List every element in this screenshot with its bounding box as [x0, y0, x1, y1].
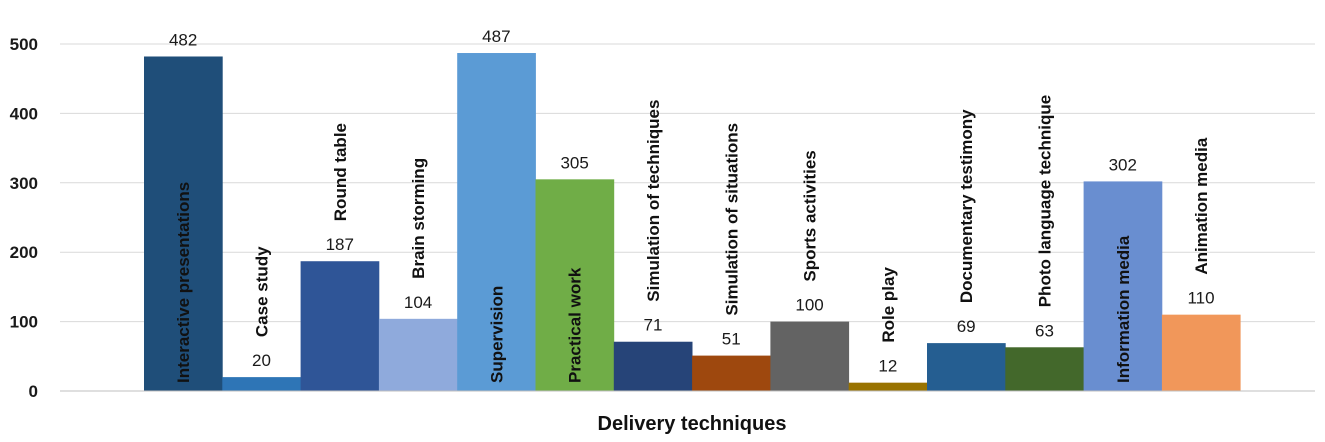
value-label: 12 — [878, 357, 897, 376]
bar — [457, 53, 536, 391]
category-label: Documentary testimony — [957, 109, 976, 303]
category-label: Supervision — [487, 286, 506, 383]
category-labels: Interactive presentations Case study Round… — [174, 95, 1211, 383]
category-label: Simulation of situations — [722, 123, 741, 316]
category-label: Role play — [879, 267, 898, 343]
bar — [848, 382, 928, 391]
y-tick-label: 100 — [10, 313, 38, 332]
category-label: Round table — [331, 123, 350, 221]
value-label: 187 — [326, 235, 354, 254]
bar — [1083, 181, 1163, 391]
category-label: Practical work — [566, 267, 585, 383]
y-tick-label: 300 — [10, 174, 38, 193]
value-label: 305 — [560, 153, 588, 172]
value-label: 487 — [482, 27, 510, 46]
bar — [770, 321, 850, 391]
x-axis-title: Delivery techniques — [598, 413, 787, 435]
category-label: Case study — [252, 246, 271, 337]
value-label: 63 — [1035, 321, 1054, 340]
value-labels: 482 20 187 104 487 305 71 51 100 12 69 63 302 110 — [169, 27, 1215, 376]
bar — [613, 341, 693, 391]
bar — [378, 318, 458, 391]
value-label: 110 — [1187, 289, 1214, 308]
value-label: 20 — [252, 351, 271, 370]
category-label: Sports activities — [801, 150, 820, 281]
value-label: 100 — [795, 296, 823, 315]
value-label: 482 — [169, 30, 197, 49]
value-label: 71 — [643, 316, 662, 335]
bar — [300, 261, 380, 391]
bar — [222, 377, 301, 391]
y-axis-ticks: 0 100 200 300 400 500 — [10, 35, 38, 401]
bar — [927, 343, 1006, 391]
bar — [1005, 347, 1084, 391]
category-label: Photo language technique — [1035, 95, 1054, 308]
y-tick-label: 200 — [10, 243, 38, 262]
value-label: 104 — [404, 293, 432, 312]
category-label: Animation media — [1192, 137, 1211, 275]
value-label: 69 — [957, 317, 976, 336]
bar — [692, 355, 771, 391]
y-tick-label: 0 — [29, 382, 38, 401]
bars — [144, 53, 1241, 391]
y-tick-label: 400 — [10, 104, 38, 123]
category-label: Interactive presentations — [174, 182, 193, 383]
category-label: Brain storming — [409, 158, 428, 279]
y-tick-label: 500 — [10, 35, 38, 54]
value-label: 302 — [1109, 155, 1137, 174]
bar — [535, 179, 615, 391]
category-label: Information media — [1114, 235, 1133, 383]
category-label: Simulation of techniques — [644, 100, 663, 302]
bar — [1161, 314, 1241, 391]
value-label: 51 — [722, 330, 741, 349]
bar — [144, 56, 223, 391]
